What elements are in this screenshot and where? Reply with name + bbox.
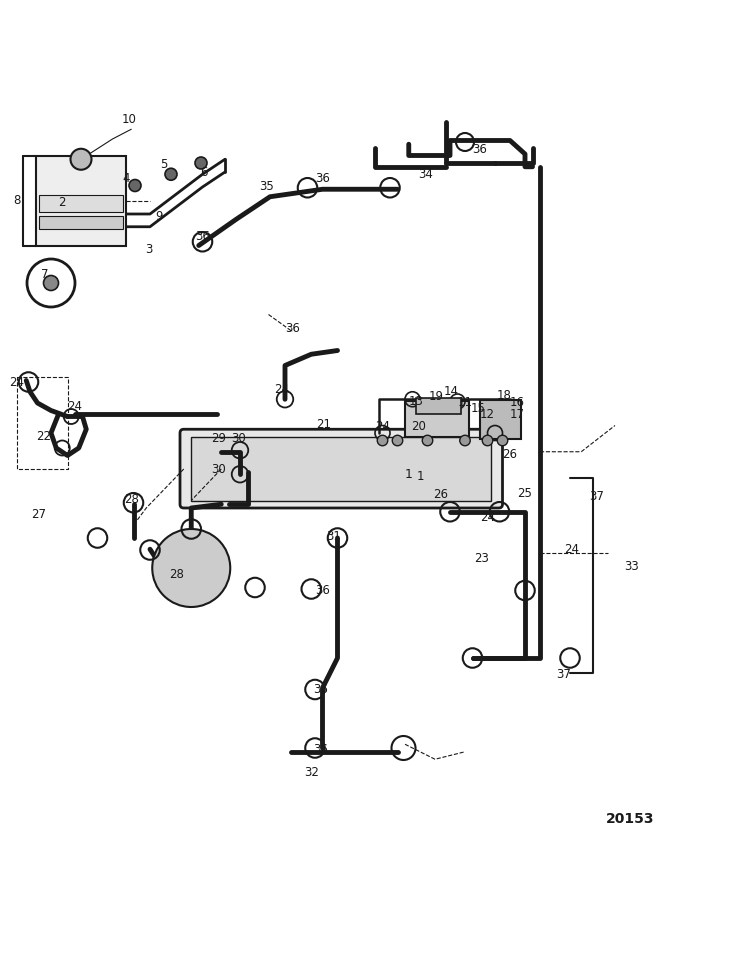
Text: 31: 31 [326, 530, 341, 543]
Text: 25: 25 [518, 487, 532, 499]
Text: 24: 24 [9, 376, 24, 388]
Text: 21: 21 [316, 418, 332, 430]
Text: 34: 34 [419, 167, 434, 181]
Text: 24: 24 [68, 401, 82, 413]
Text: 36: 36 [315, 171, 330, 185]
Text: 6: 6 [200, 165, 208, 179]
Text: 33: 33 [624, 560, 639, 573]
Text: 9: 9 [155, 210, 163, 224]
Text: 24: 24 [564, 543, 579, 555]
Text: 3: 3 [145, 243, 152, 256]
Circle shape [195, 157, 207, 169]
Text: 36: 36 [314, 743, 328, 756]
Text: 28: 28 [124, 492, 139, 506]
Text: 29: 29 [211, 432, 226, 445]
Text: 17: 17 [510, 408, 525, 421]
Text: 36: 36 [314, 683, 328, 696]
Bar [39, 215, 123, 229]
FancyBboxPatch shape [180, 429, 503, 508]
Circle shape [422, 435, 433, 445]
Text: 20: 20 [411, 421, 426, 433]
Text: 4: 4 [122, 171, 130, 185]
Circle shape [497, 435, 508, 445]
Circle shape [482, 435, 493, 445]
Text: 10: 10 [122, 113, 136, 126]
Circle shape [70, 149, 92, 170]
Text: 24: 24 [375, 421, 390, 433]
Text: 36: 36 [315, 584, 330, 597]
Text: 28: 28 [169, 568, 184, 580]
Text: 37: 37 [556, 668, 572, 681]
Bar [191, 437, 491, 501]
Text: 1: 1 [405, 467, 412, 481]
Text: 30: 30 [231, 432, 246, 445]
Text: 26: 26 [433, 488, 448, 501]
Circle shape [152, 529, 230, 607]
Text: 23: 23 [474, 553, 489, 566]
Text: 26: 26 [503, 447, 518, 461]
Text: 18: 18 [496, 389, 512, 402]
Text: 13: 13 [409, 395, 424, 408]
Text: 8: 8 [13, 194, 20, 207]
Text: 19: 19 [429, 390, 444, 403]
Text: 11: 11 [458, 397, 472, 409]
Text: 36: 36 [285, 321, 300, 335]
Bar [36, 156, 126, 246]
Text: 2: 2 [58, 195, 65, 208]
Text: 5: 5 [160, 158, 167, 171]
Text: 24: 24 [274, 383, 289, 396]
Text: 15: 15 [471, 402, 486, 416]
Text: 36: 36 [472, 143, 488, 156]
Text: 27: 27 [32, 508, 46, 520]
Text: 36: 36 [195, 230, 210, 243]
Circle shape [44, 275, 58, 291]
Bar [39, 195, 123, 211]
Text: 30: 30 [211, 463, 226, 475]
Text: 37: 37 [589, 490, 604, 503]
Text: 35: 35 [259, 181, 274, 193]
Bar [416, 398, 461, 414]
Text: 32: 32 [304, 766, 319, 778]
Text: 12: 12 [480, 408, 495, 421]
Circle shape [377, 435, 388, 445]
Bar [480, 400, 521, 439]
Circle shape [129, 180, 141, 191]
Circle shape [165, 168, 177, 181]
Text: 14: 14 [444, 385, 459, 399]
Bar [405, 401, 469, 437]
Text: 16: 16 [510, 397, 525, 409]
Text: 1: 1 [416, 470, 424, 483]
Text: 7: 7 [41, 268, 49, 280]
Text: 24: 24 [480, 511, 495, 524]
Circle shape [392, 435, 403, 445]
Text: 22: 22 [36, 430, 51, 444]
Circle shape [460, 435, 470, 445]
Text: 20153: 20153 [606, 813, 654, 826]
